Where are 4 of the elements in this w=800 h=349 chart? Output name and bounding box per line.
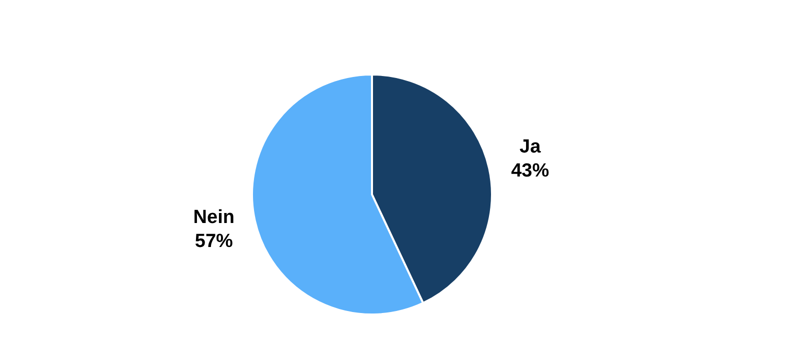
- data-label: 43%: [511, 160, 550, 182]
- slice-label: Ja: [520, 136, 542, 158]
- slice-label: Nein: [193, 207, 234, 228]
- data-label: 57%: [194, 231, 234, 252]
